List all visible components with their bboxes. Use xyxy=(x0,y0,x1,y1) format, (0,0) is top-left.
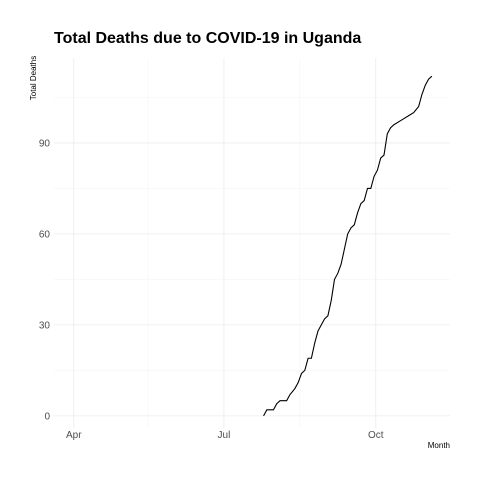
chart-title: Total Deaths due to COVID-19 in Uganda xyxy=(54,30,361,47)
y-tick-label: 60 xyxy=(39,229,51,240)
x-axis-tick-labels: Apr Jul Oct xyxy=(66,430,384,441)
x-tick-label: Oct xyxy=(368,430,384,441)
data-points xyxy=(263,76,432,416)
minor-gridlines xyxy=(54,58,450,428)
y-tick-label: 90 xyxy=(39,138,51,149)
major-gridlines xyxy=(54,58,450,428)
x-axis-title: Month xyxy=(428,441,450,450)
y-tick-label: 30 xyxy=(39,320,51,331)
x-tick-label: Apr xyxy=(66,430,82,441)
series-line-total-deaths xyxy=(263,75,433,417)
x-tick-label: Jul xyxy=(218,430,231,441)
y-axis-tick-labels: 0 30 60 90 xyxy=(39,138,51,422)
y-tick-label: 0 xyxy=(44,411,50,422)
y-axis-title: Total Deaths xyxy=(29,56,38,100)
